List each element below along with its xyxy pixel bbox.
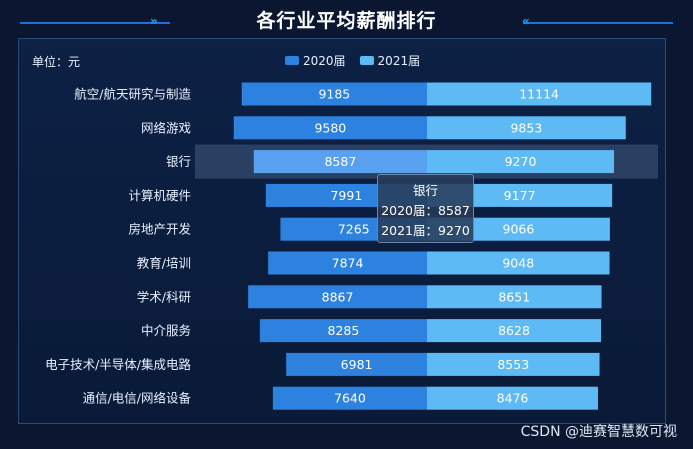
value-label-2020-6: 8867 — [322, 289, 354, 304]
legend-swatch-2020 — [285, 56, 299, 65]
legend-swatch-2021 — [359, 56, 374, 65]
bar-2021-6 — [427, 285, 602, 309]
value-label-2020-8: 6981 — [341, 357, 373, 372]
category-label-2: 银行 — [166, 154, 191, 169]
value-label-2021-9: 8476 — [497, 391, 529, 406]
title-decoration-right — [523, 22, 673, 24]
bar-2021-0 — [427, 82, 652, 106]
value-label-2020-0: 9185 — [318, 87, 350, 102]
legend-label-2020: 2020届 — [303, 54, 346, 68]
bar-2020-9 — [272, 386, 427, 410]
chevron-left-icon: » — [150, 14, 158, 28]
chevron-right-icon: « — [522, 14, 530, 28]
category-label-1: 网络游戏 — [141, 120, 191, 135]
title-decoration-left — [20, 22, 170, 24]
bar-2020-6 — [248, 285, 427, 309]
value-label-2021-3: 9177 — [504, 188, 536, 203]
bar-2020-7 — [259, 319, 427, 343]
value-label-2020-5: 7874 — [332, 256, 364, 271]
bar-2020-2 — [253, 150, 427, 174]
category-label-4: 房地产开发 — [128, 222, 191, 237]
tooltip: 银行 2020届：8587 2021届：9270 — [377, 174, 474, 243]
value-label-2021-5: 9048 — [502, 256, 534, 271]
legend-label-2021: 2021届 — [377, 54, 421, 68]
value-label-2021-8: 8553 — [497, 357, 529, 372]
unit-label: 单位：元 — [32, 55, 81, 69]
value-label-2020-1: 9580 — [314, 120, 346, 135]
bar-2021-9 — [427, 386, 598, 410]
legend[interactable]: 2020届 2021届 — [285, 52, 420, 69]
tooltip-title: 银行 — [412, 183, 438, 198]
bar-2021-8 — [427, 352, 600, 376]
category-label-8: 电子技术/半导体/集成电路 — [45, 357, 191, 372]
category-label-7: 中介服务 — [141, 323, 191, 338]
bar-2021-1 — [427, 116, 626, 140]
value-label-2020-7: 8285 — [328, 323, 360, 338]
tooltip-line-2020: 2020届：8587 — [381, 203, 470, 218]
bar-2021-7 — [427, 319, 602, 343]
watermark: CSDN @迪赛智慧数可视 — [520, 424, 677, 440]
bar-2020-8 — [286, 352, 427, 376]
value-label-2020-2: 8587 — [324, 154, 356, 169]
bar-2020-1 — [233, 116, 427, 140]
category-label-3: 计算机硬件 — [128, 188, 191, 203]
bar-2021-2 — [427, 150, 615, 174]
category-label-6: 学术/科研 — [137, 289, 191, 304]
value-label-2021-7: 8628 — [498, 323, 530, 338]
legend-item-2021[interactable]: 2021届 — [359, 52, 421, 69]
value-label-2021-2: 9270 — [505, 154, 537, 169]
tooltip-line-2021: 2021届：9270 — [381, 223, 470, 238]
chart-title: 各行业平均薪酬排行 — [256, 10, 437, 32]
bar-2020-5 — [268, 251, 427, 275]
value-label-2021-1: 9853 — [510, 120, 542, 135]
value-label-2021-4: 9066 — [503, 222, 535, 237]
category-label-0: 航空/航天研究与制造 — [74, 87, 191, 102]
value-label-2020-4: 7265 — [338, 222, 370, 237]
category-label-9: 通信/电信/网络设备 — [83, 391, 192, 406]
category-label-5: 教育/培训 — [137, 256, 191, 271]
value-label-2021-0: 11114 — [519, 87, 559, 102]
bar-2020-0 — [241, 82, 427, 106]
bar-2021-5 — [427, 251, 610, 275]
value-label-2021-6: 8651 — [498, 289, 530, 304]
value-label-2020-3: 7991 — [330, 188, 362, 203]
legend-item-2020[interactable]: 2020届 — [285, 52, 346, 69]
value-label-2020-9: 7640 — [334, 391, 366, 406]
